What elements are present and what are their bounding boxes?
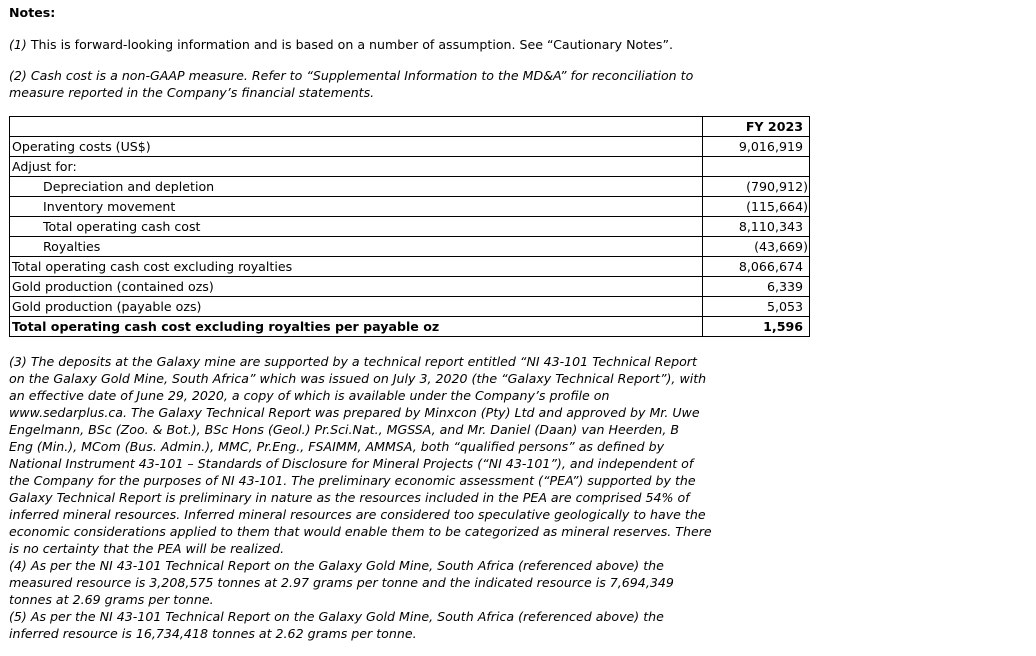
note-line: measured resource is 3,208,575 tonnes at…: [9, 575, 674, 590]
row-value: 5,053: [702, 296, 810, 317]
row-value: (115,664): [702, 196, 810, 217]
note-1-text: This is forward-looking information and …: [26, 37, 673, 52]
note-line: measure reported in the Company’s financ…: [9, 85, 375, 100]
note-line: Eng (Min.), MCom (Bus. Admin.), MMC, Pr.…: [9, 439, 665, 454]
note-line: the Company for the purposes of NI 43-10…: [9, 473, 696, 488]
table-row: Total operating cash cost excluding roya…: [9, 256, 810, 277]
row-value: (790,912): [702, 176, 810, 197]
table-row: Royalties (43,669): [9, 236, 810, 257]
row-label: Total operating cash cost excluding roya…: [9, 316, 703, 337]
note-line: economic considerations applied to them …: [9, 524, 712, 539]
notes-3-5: (3) The deposits at the Galaxy mine are …: [9, 353, 712, 642]
row-label: Total operating cash cost excluding roya…: [9, 256, 703, 277]
note-line: (2) Cash cost is a non-GAAP measure. Ref…: [9, 68, 694, 83]
note-line: tonnes at 2.69 grams per tonne.: [9, 592, 214, 607]
row-label: Gold production (payable ozs): [9, 296, 703, 317]
row-value: [702, 156, 810, 177]
note-line: Galaxy Technical Report is preliminary i…: [9, 490, 690, 505]
note-line: (5) As per the NI 43-101 Technical Repor…: [9, 609, 664, 624]
row-value: (43,669): [702, 236, 810, 257]
row-value: 1,596: [702, 316, 810, 337]
table-row: Gold production (contained ozs) 6,339: [9, 276, 810, 297]
note-line: Engelmann, BSc (Zoo. & Bot.), BSc Hons (…: [9, 422, 680, 437]
table-row: Inventory movement (115,664): [9, 196, 810, 217]
note-3: (3) The deposits at the Galaxy mine are …: [9, 353, 712, 557]
table-row: Adjust for:: [9, 156, 810, 177]
row-value: 9,016,919: [702, 136, 810, 157]
note-line: an effective date of June 29, 2020, a co…: [9, 388, 610, 403]
note-1: (1) This is forward-looking information …: [9, 36, 673, 53]
row-value: 8,066,674: [702, 256, 810, 277]
row-value: 6,339: [702, 276, 810, 297]
note-5: (5) As per the NI 43-101 Technical Repor…: [9, 608, 712, 642]
row-label: Royalties: [9, 236, 703, 257]
cash-cost-table: FY 2023 Operating costs (US$) 9,016,919 A…: [9, 116, 810, 337]
note-line: (4) As per the NI 43-101 Technical Repor…: [9, 558, 664, 573]
table-header-row: FY 2023: [9, 116, 810, 137]
table-total-row: Total operating cash cost excluding roya…: [9, 316, 810, 337]
note-line: www.sedarplus.ca. The Galaxy Technical R…: [9, 405, 700, 420]
table-row: Depreciation and depletion (790,912): [9, 176, 810, 197]
table-row: Total operating cash cost 8,110,343: [9, 216, 810, 237]
notes-heading: Notes:: [9, 5, 56, 20]
table-row: Gold production (payable ozs) 5,053: [9, 296, 810, 317]
note-line: is no certainty that the PEA will be rea…: [9, 541, 285, 556]
note-line: on the Galaxy Gold Mine, South Africa” w…: [9, 371, 707, 386]
row-label: Depreciation and depletion: [9, 176, 703, 197]
note-1-number: (1): [9, 37, 27, 52]
table-row: Operating costs (US$) 9,016,919: [9, 136, 810, 157]
note-line: inferred mineral resources. Inferred min…: [9, 507, 706, 522]
note-line: National Instrument 43-101 – Standards o…: [9, 456, 694, 471]
note-4: (4) As per the NI 43-101 Technical Repor…: [9, 557, 712, 608]
row-label: Inventory movement: [9, 196, 703, 217]
row-label: Gold production (contained ozs): [9, 276, 703, 297]
row-label: Total operating cash cost: [9, 216, 703, 237]
row-value: 8,110,343: [702, 216, 810, 237]
row-label: Operating costs (US$): [9, 136, 703, 157]
note-2: (2) Cash cost is a non-GAAP measure. Ref…: [9, 67, 693, 101]
note-line: inferred resource is 16,734,418 tonnes a…: [9, 626, 417, 641]
note-line: (3) The deposits at the Galaxy mine are …: [9, 354, 697, 369]
header-label: [9, 116, 703, 137]
header-fy2023: FY 2023: [702, 116, 810, 137]
row-label: Adjust for:: [9, 156, 703, 177]
